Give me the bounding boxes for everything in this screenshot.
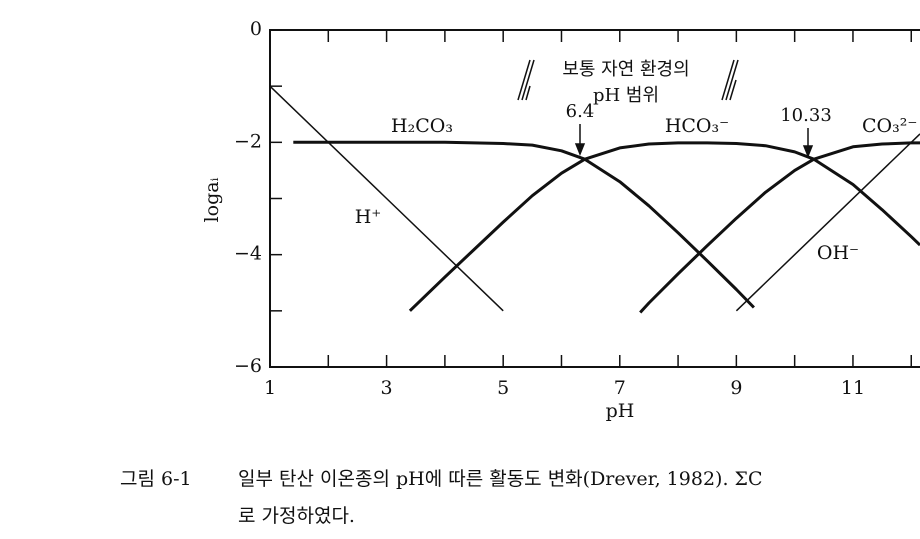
x-tick-label: 1 <box>264 377 276 399</box>
curve-label: HCO₃⁻ <box>665 115 729 137</box>
curve-label: OH⁻ <box>817 242 859 264</box>
curve <box>408 141 920 312</box>
x-axis-label: pH <box>606 400 635 422</box>
arrows <box>574 124 814 159</box>
curve <box>269 85 504 312</box>
y-tick-label: −6 <box>234 355 262 377</box>
curve <box>735 133 920 312</box>
curve <box>639 141 920 314</box>
y-tick-label: −4 <box>234 243 262 265</box>
x-tick-label: 7 <box>614 377 626 399</box>
axis-frame <box>269 29 920 368</box>
curve-label: H₂CO₃ <box>391 115 453 137</box>
annotation: 10.33 <box>780 105 832 126</box>
caption-label: 그림 6-1 <box>120 468 192 490</box>
curve-label: H⁺ <box>355 206 382 228</box>
caption-text: 로 가정하였다. <box>238 505 355 527</box>
x-tick-label: 11 <box>841 377 865 399</box>
y-tick-label: −2 <box>234 130 262 152</box>
annotation: 보통 자연 환경의 <box>562 59 689 80</box>
x-tick-label: 3 <box>381 377 393 399</box>
annotation: 6.4 <box>566 101 595 122</box>
x-tick-label: 9 <box>730 377 742 399</box>
x-tick-label: 5 <box>497 377 509 399</box>
y-axis-label: logaᵢ <box>201 177 223 222</box>
caption-text: 일부 탄산 이온종의 pH에 따른 활동도 변화(Drever, 1982). … <box>238 468 763 490</box>
y-tick-label: 0 <box>250 18 262 40</box>
annotation: pH 범위 <box>593 85 659 106</box>
range-hatch <box>517 59 739 101</box>
curve <box>293 140 755 309</box>
curve-label: CO₃²⁻ <box>862 115 917 137</box>
